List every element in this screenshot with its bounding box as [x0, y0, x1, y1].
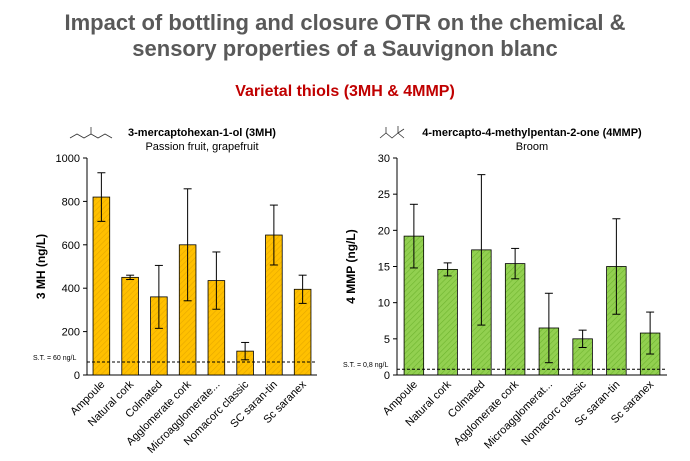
threshold-label: S.T. = 0,8 ng/L [343, 362, 388, 369]
y-tick-label: 30 [378, 153, 390, 165]
y-axis-label: 3 MH (ng/L) [34, 234, 48, 299]
y-tick-label: 1000 [56, 153, 80, 165]
page-subtitle: Varietal thiols (3MH & 4MMP) [235, 83, 455, 100]
bar [437, 268, 458, 376]
y-tick-label: 0 [384, 370, 390, 382]
page-title-line2: sensory properties of a Sauvignon blanc [132, 36, 558, 61]
y-tick-label: 600 [62, 240, 80, 252]
y-tick-label: 400 [62, 283, 80, 295]
molecule-3mh-icon [69, 127, 113, 139]
chart-4mmp: 4-mercapto-4-methylpentan-2-one (4MMP) Br… [343, 127, 667, 452]
chart-subtitle: Passion fruit, grapefruit [145, 141, 258, 153]
page-title: Impact of bottling and closure OTR on th… [0, 10, 690, 62]
y-tick-label: 20 [378, 225, 390, 237]
y-tick-label: 5 [384, 334, 390, 346]
y-tick-label: 25 [378, 189, 390, 201]
chart-3mh: 3-mercaptohexan-1-ol (3MH) Passion fruit,… [33, 127, 317, 456]
threshold-label: S.T. = 60 ng/L [33, 355, 76, 362]
bar [504, 263, 526, 376]
molecule-4mmp-icon [379, 126, 405, 139]
y-tick-label: 15 [378, 262, 390, 274]
y-axis-label: 4 MMP (ng/L) [344, 229, 358, 303]
chart-subtitle: Broom [516, 141, 548, 153]
y-tick-label: 10 [378, 298, 390, 310]
chart-title: 4-mercapto-4-methylpentan-2-one (4MMP) [422, 127, 642, 139]
bar [92, 196, 111, 376]
bar [121, 276, 139, 376]
y-tick-label: 200 [62, 327, 80, 339]
page-title-line1: Impact of bottling and closure OTR on th… [64, 10, 626, 35]
chart-title: 3-mercaptohexan-1-ol (3MH) [128, 127, 276, 139]
y-tick-label: 0 [74, 370, 80, 382]
y-tick-label: 800 [62, 196, 80, 208]
